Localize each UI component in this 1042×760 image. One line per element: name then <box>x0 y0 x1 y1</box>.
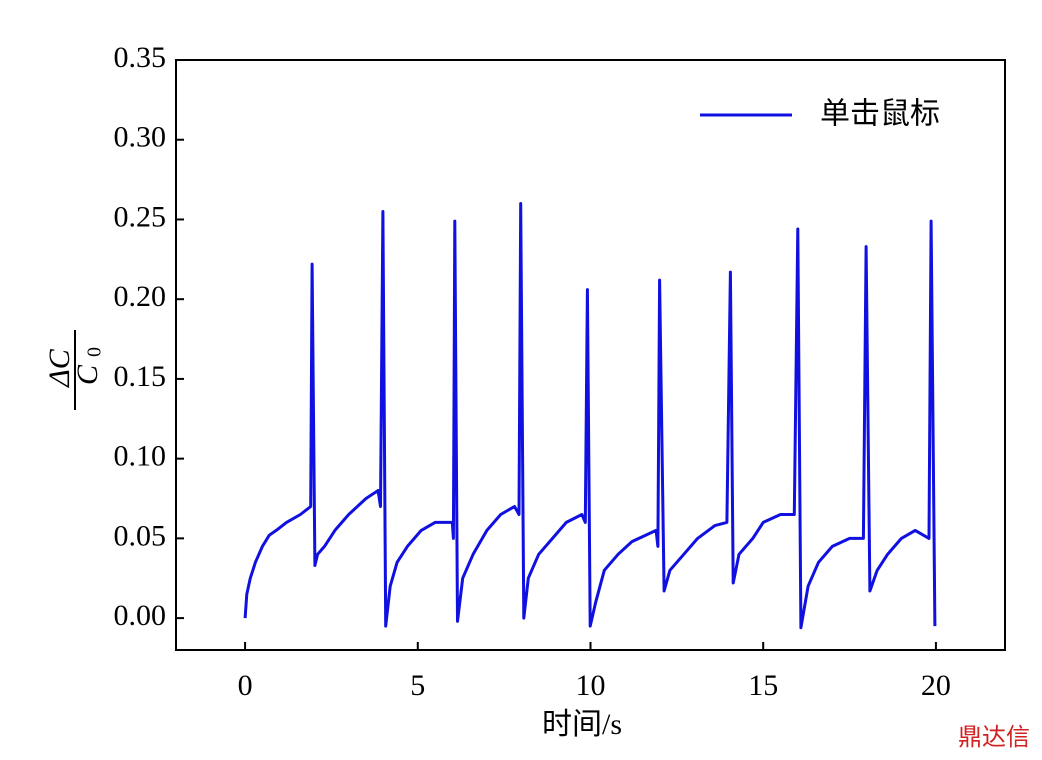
y-label-denominator: C <box>71 364 104 385</box>
legend-label: 单击鼠标 <box>820 97 940 132</box>
y-tick-label: 0.10 <box>114 440 167 473</box>
data-line <box>243 202 937 630</box>
y-tick-label: 0.05 <box>114 519 167 552</box>
x-tick-label: 5 <box>410 669 425 702</box>
x-tick-label: 15 <box>748 669 778 702</box>
x-tick-label: 20 <box>921 669 951 702</box>
y-label-numerator: ΔC <box>43 348 76 388</box>
y-label-subscript: 0 <box>84 347 106 357</box>
y-tick-label: 0.20 <box>114 280 167 313</box>
x-tick-label: 0 <box>238 669 253 702</box>
y-tick-label: 0.30 <box>114 121 167 154</box>
x-axis-label: 时间/s <box>542 708 622 741</box>
y-tick-label: 0.25 <box>114 200 167 233</box>
y-tick-label: 0.00 <box>114 599 167 632</box>
x-tick-label: 10 <box>576 669 606 702</box>
watermark: 鼎达信 <box>958 723 1030 751</box>
y-tick-label: 0.15 <box>114 360 167 393</box>
y-tick-label: 0.35 <box>114 41 167 74</box>
